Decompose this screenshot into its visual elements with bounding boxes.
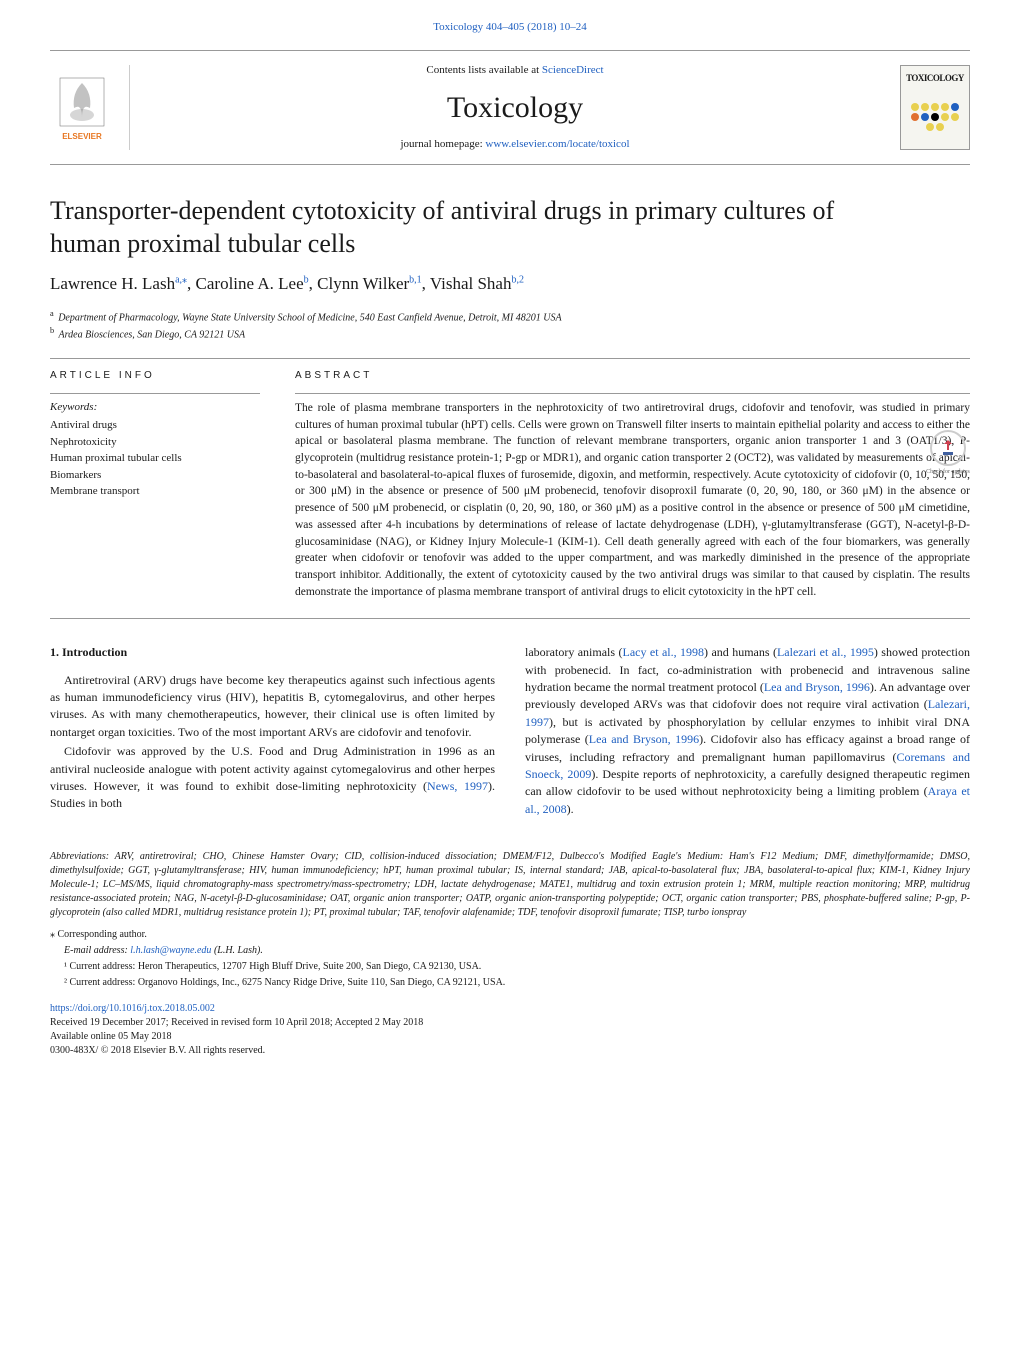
journal-volume-link[interactable]: Toxicology 404–405 (2018) 10–24 [50,20,970,35]
check-updates-label: Check for updates [926,468,970,476]
abstract-text: The role of plasma membrane transporters… [295,400,970,600]
received-dates: Received 19 December 2017; Received in r… [50,1017,423,1028]
cover-title: TOXICOLOGY [905,72,965,85]
email-link[interactable]: l.h.lash@wayne.edu [130,945,211,956]
abbr-label: Abbreviations: [50,851,109,862]
article-info-label: ARTICLE INFO [50,369,260,383]
citation-link[interactable]: Lalezari et al., 1995 [777,645,874,659]
copyright: 0300-483X/ © 2018 Elsevier B.V. All righ… [50,1045,265,1056]
keywords-label: Keywords: [50,400,260,415]
doi-block: https://doi.org/10.1016/j.tox.2018.05.00… [50,1002,970,1058]
article-title: Transporter-dependent cytotoxicity of an… [50,195,970,260]
contents-prefix: Contents lists available at [426,64,541,76]
available-date: Available online 05 May 2018 [50,1031,171,1042]
homepage-link[interactable]: www.elsevier.com/locate/toxicol [485,138,629,150]
citation-link[interactable]: Lea and Bryson, 1996 [589,732,699,746]
citation-link[interactable]: Lacy et al., 1998 [622,645,704,659]
body-col-right: laboratory animals (Lacy et al., 1998) a… [525,644,970,820]
divider [50,618,970,619]
svg-text:ELSEVIER: ELSEVIER [62,132,102,141]
citation-link[interactable]: Lea and Bryson, 1996 [764,680,870,694]
masthead: ELSEVIER Contents lists available at Sci… [50,50,970,165]
footnote-2: ² Current address: Organovo Holdings, In… [64,976,970,990]
journal-cover: TOXICOLOGY [900,65,970,150]
abbr-text: ARV, antiretroviral; CHO, Chinese Hamste… [50,851,970,918]
footnote-1: ¹ Current address: Heron Therapeutics, 1… [64,960,970,974]
check-updates-icon [930,430,966,466]
masthead-center: Contents lists available at ScienceDirec… [130,63,900,152]
cover-dots [901,103,969,131]
keywords-list: Antiviral drugsNephrotoxicityHuman proxi… [50,417,260,500]
email-label: E-mail address: [64,945,130,956]
email-name: (L.H. Lash). [211,945,262,956]
contents-line: Contents lists available at ScienceDirec… [130,63,900,78]
sciencedirect-link[interactable]: ScienceDirect [542,64,604,76]
check-updates-badge[interactable]: Check for updates [926,430,970,476]
journal-name: Toxicology [130,87,900,129]
affiliations: a Department of Pharmacology, Wayne Stat… [50,308,970,343]
intro-p2-cont: laboratory animals (Lacy et al., 1998) a… [525,644,970,818]
doi-link[interactable]: https://doi.org/10.1016/j.tox.2018.05.00… [50,1003,215,1014]
abbreviations: Abbreviations: ARV, antiretroviral; CHO,… [50,850,970,920]
footer: Abbreviations: ARV, antiretroviral; CHO,… [50,850,970,1058]
elsevier-logo: ELSEVIER [50,65,130,150]
body-columns: 1. Introduction Antiretroviral (ARV) dru… [50,644,970,820]
divider [50,358,970,359]
intro-heading: 1. Introduction [50,644,495,661]
affiliation-b: Ardea Biosciences, San Diego, CA 92121 U… [59,330,246,341]
citation-link[interactable]: News, 1997 [427,779,488,793]
authors: Lawrence H. Lasha,⁎, Caroline A. Leeb, C… [50,272,970,296]
homepage-prefix: journal homepage: [401,138,486,150]
info-abstract-row: ARTICLE INFO Keywords: Antiviral drugsNe… [50,369,970,601]
intro-p1: Antiretroviral (ARV) drugs have become k… [50,672,495,742]
affiliation-a: Department of Pharmacology, Wayne State … [58,312,561,323]
corresponding-author: ⁎ Corresponding author. [50,928,970,942]
abstract-label: ABSTRACT [295,369,970,384]
article-info: ARTICLE INFO Keywords: Antiviral drugsNe… [50,369,260,601]
body-col-left: 1. Introduction Antiretroviral (ARV) dru… [50,644,495,820]
email-line: E-mail address: l.h.lash@wayne.edu (L.H.… [64,944,970,958]
homepage-line: journal homepage: www.elsevier.com/locat… [130,137,900,152]
intro-p2: Cidofovir was approved by the U.S. Food … [50,743,495,813]
abstract: ABSTRACT The role of plasma membrane tra… [295,369,970,601]
